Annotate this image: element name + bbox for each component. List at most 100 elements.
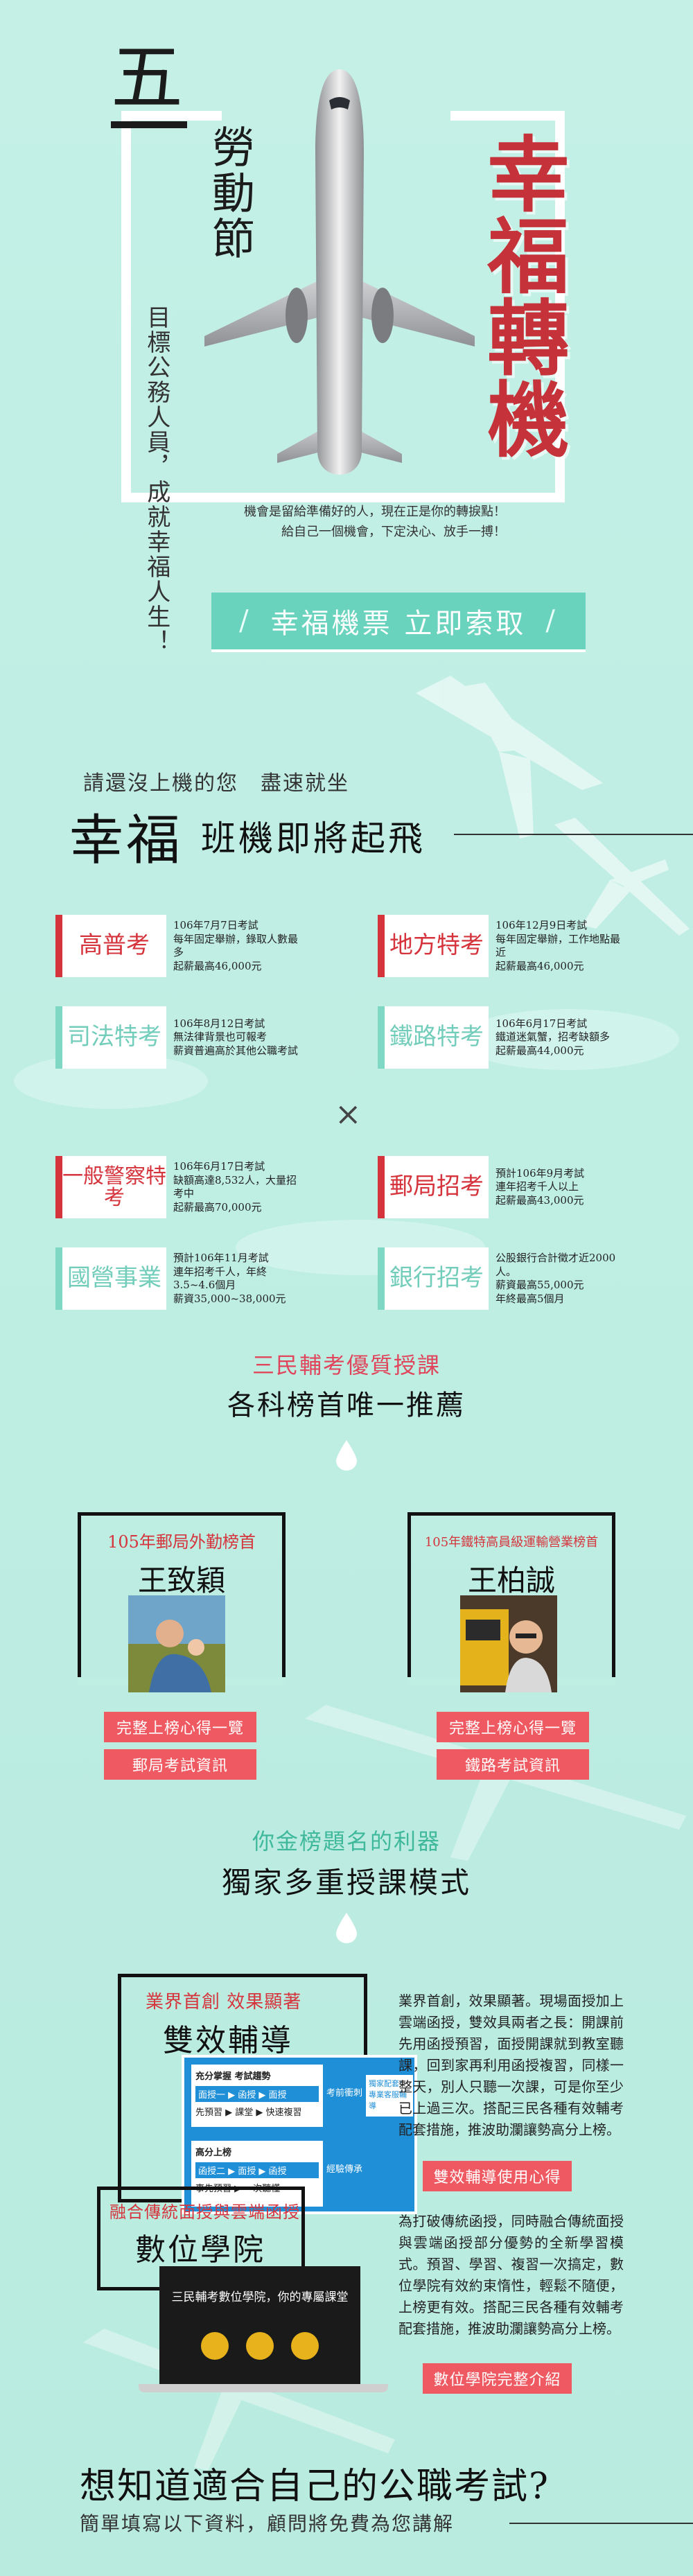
flight-subtitle: 請還沒上機的您 盡速就坐 [83, 771, 349, 796]
diagram-box-1-right: 考前衝刺 [326, 2088, 363, 2099]
teacher-1-review-button[interactable]: 完整上榜心得一覽 [104, 1712, 256, 1742]
diagram-box-1-title: 充分掌握 考試趨勢 [195, 2071, 271, 2082]
screen-dot-icon [291, 2332, 319, 2360]
exam-card-railway[interactable]: 鐵路特考 106年6月17日考試 鐵道迷氣蟹，招考缺額多 起薪最高44,000元 [378, 1006, 627, 1069]
hero-target-text: 目標公務人員，成就幸福人生！ [142, 305, 170, 654]
teacher-name: 王柏誠 [467, 1563, 555, 1597]
background-airplane-icon [416, 676, 690, 936]
exam-desc-line: 起薪最高44,000元 [495, 1044, 584, 1057]
exam-card-police[interactable]: 一般警察特考 106年6月17日考試 缺額高達8,532人，大量招考中 起薪最高… [55, 1156, 305, 1218]
diagram-bubble: 獨家配套：專業客服輔導 [366, 2075, 413, 2117]
diagram-box-2-title: 高分上榜 [195, 2148, 232, 2158]
ticket-cta-button[interactable]: / 幸福機票 立即索取 / [211, 593, 586, 652]
screen-dot-icon [201, 2332, 229, 2360]
cta-label: 幸福機票 立即索取 [270, 608, 527, 640]
water-drop-icon [336, 1913, 357, 1943]
hero-airplane-icon [204, 69, 475, 475]
exam-card-judicial[interactable]: 司法特考 106年8月12日考試 無法律背景也可報考 薪資普遍高於其他公職考試 [55, 1006, 305, 1069]
digital-mode-name: 數位學院 [135, 2232, 265, 2268]
teacher-2-exam-info-button[interactable]: 鐵路考試資訊 [437, 1749, 589, 1780]
diagram-box-1: 充分掌握 考試趨勢 面授一 ▶ 函授 ▶ 面授 先預習 ▶ 課堂 ▶ 快速複習 [191, 2065, 323, 2127]
teacher-2-review-button[interactable]: 完整上榜心得一覽 [437, 1712, 589, 1742]
screen-dot-icon [246, 2332, 274, 2360]
exam-desc: 106年12月9日考試 每年固定舉辦，工作地點最近 起薪最高46,000元 [489, 919, 627, 973]
exam-desc-line: 薪資35,000~38,000元 [173, 1292, 286, 1305]
exam-desc-line: 每年固定舉辦，工作地點最近 [495, 932, 621, 959]
exam-card-local[interactable]: 地方特考 106年12月9日考試 每年固定舉辦，工作地點最近 起薪最高46,00… [378, 915, 627, 977]
hero-five: 五 [111, 35, 184, 120]
cta-slash-right: / [545, 605, 558, 637]
exam-desc-line: 起薪最高46,000元 [495, 959, 584, 972]
teachers-title: 各科榜首唯一推薦 [227, 1390, 466, 1421]
footer-subtitle: 簡單填寫以下資料，顧問將免費為您講解 [80, 2512, 455, 2535]
exam-desc: 預計106年9月考試 連年招考千人以上 起薪最高43,000元 [489, 1167, 627, 1208]
dual-mode-tag: 業界首創 效果顯著 [146, 1992, 302, 2013]
digital-laptop-screen: 三民輔考數位學院，你的專屬課堂 [159, 2266, 360, 2384]
hero-happy-turning-point: 幸福轉機 [473, 132, 570, 459]
exam-desc-line: 預計106年9月考試 [495, 1166, 585, 1180]
exam-desc: 106年8月12日考試 無法律背景也可報考 薪資普遍高於其他公職考試 [166, 1017, 305, 1058]
dual-mode-name: 雙效輔導 [163, 2023, 293, 2058]
diagram-box-2: 高分上榜 函授二 ▶ 面授 ▶ 函授 事先預習 ▶ 一次聽懂 [191, 2141, 323, 2207]
exam-name: 一般警察特考 [55, 1156, 166, 1218]
exam-desc-line: 起薪最高43,000元 [495, 1193, 584, 1207]
exam-name: 銀行招考 [378, 1247, 489, 1310]
exam-card-senior[interactable]: 高普考 106年7月7日考試 每年固定舉辦，錄取人數最多 起薪最高46,000元 [55, 915, 305, 977]
exam-name: 高普考 [55, 915, 166, 977]
flight-title-happy: 幸福 [69, 809, 184, 872]
diagram-box-2-right: 經驗傳承 [326, 2164, 363, 2175]
digital-mode-tag: 融合傳統面授與雲端函授 [109, 2202, 300, 2222]
exam-desc-line: 薪資普遍高於其他公職考試 [173, 1044, 299, 1057]
teacher-name: 王致穎 [137, 1563, 225, 1597]
dual-mode-review-button[interactable]: 雙效輔導使用心得 [423, 2161, 572, 2191]
exam-desc-line: 年終最高5個月 [495, 1292, 565, 1305]
exam-desc: 106年6月17日考試 鐵道迷氣蟹，招考缺額多 起薪最高44,000元 [489, 1017, 627, 1058]
teacher-1-exam-info-button[interactable]: 郵局考試資訊 [104, 1749, 256, 1780]
dual-mode-desc: 業界首創，效果顯著。現場面授加上雲端函授，雙效具兩者之長：開課前先用函授預習，面… [398, 1992, 624, 2138]
exam-name: 地方特考 [378, 915, 489, 977]
exam-desc: 106年6月17日考試 缺額高達8,532人，大量招考中 起薪最高70,000元 [166, 1160, 305, 1214]
exam-desc-line: 無法律背景也可報考 [173, 1031, 267, 1044]
modes-title: 獨家多重授課模式 [221, 1866, 471, 1900]
diagram-box-1-line: 先預習 ▶ 課堂 ▶ 快速複習 [195, 2108, 302, 2118]
exam-desc-line: 公股銀行合計徵才近2000人。 [495, 1252, 616, 1278]
teachers-subtitle: 三民輔考優質授課 [252, 1352, 441, 1378]
exam-desc-line: 預計106年11月考試 [173, 1252, 269, 1264]
digital-screen-title: 三民輔考數位學院，你的專屬課堂 [171, 2290, 349, 2304]
hero-one-stroke [111, 121, 187, 128]
diagram-box-1-line: 面授一 ▶ 函授 ▶ 面授 [195, 2086, 319, 2102]
teacher-avatar-2 [460, 1595, 557, 1692]
exam-desc-line: 薪資最高55,000元 [495, 1279, 584, 1291]
exam-name: 司法特考 [55, 1006, 166, 1069]
times-icon: × [335, 1095, 362, 1132]
exam-desc: 預計106年11月考試 連年招考千人，年終3.5~4.6個月 薪資35,000~… [166, 1252, 305, 1306]
exam-desc-line: 缺額高達8,532人，大量招考中 [173, 1173, 297, 1200]
hero-chance-text: 機會是留給準備好的人，現在正是你的轉捩點！ 給自己一個機會，下定決心、放手一搏！ [187, 502, 506, 543]
exam-name: 郵局招考 [378, 1156, 489, 1218]
hero-labor-day: 勞動節 [204, 125, 255, 262]
hero-chance-line: 機會是留給準備好的人，現在正是你的轉捩點！ [244, 505, 506, 519]
exam-desc-line: 106年12月9日考試 [495, 919, 588, 931]
laptop-base [139, 2384, 388, 2392]
exam-desc-line: 106年6月17日考試 [173, 1160, 265, 1173]
digital-mode-desc: 為打破傳統函授，同時融合傳統面授與雲端函授部分優勢的全新學習模式。預習、學習、複… [398, 2213, 624, 2337]
exam-desc-line: 連年招考千人，年終3.5~4.6個月 [173, 1265, 267, 1292]
modes-subtitle: 你金榜題名的利器 [252, 1828, 441, 1855]
exam-desc-line: 每年固定舉辦，錄取人數最多 [173, 932, 299, 959]
teacher-role: 105年郵局外勤榜首 [107, 1532, 256, 1552]
exam-desc-line: 起薪最高70,000元 [173, 1200, 262, 1213]
exam-desc-line: 106年6月17日考試 [495, 1017, 588, 1030]
footer-divider-line [509, 2523, 693, 2524]
exam-card-post[interactable]: 郵局招考 預計106年9月考試 連年招考千人以上 起薪最高43,000元 [378, 1156, 627, 1218]
exam-desc-line: 連年招考千人以上 [495, 1180, 579, 1193]
footer-title: 想知道適合自己的公職考試? [80, 2466, 550, 2507]
exam-card-bank[interactable]: 銀行招考 公股銀行合計徵才近2000人。 薪資最高55,000元 年終最高5個月 [378, 1247, 627, 1310]
exam-desc: 106年7月7日考試 每年固定舉辦，錄取人數最多 起薪最高46,000元 [166, 919, 305, 973]
exam-desc-line: 106年7月7日考試 [173, 919, 258, 931]
hero-chance-line: 給自己一個機會，下定決心、放手一搏！ [281, 524, 506, 539]
digital-mode-intro-button[interactable]: 數位學院完整介紹 [423, 2363, 572, 2394]
water-drop-icon [336, 1440, 357, 1471]
exam-card-state-enterprise[interactable]: 國營事業 預計106年11月考試 連年招考千人，年終3.5~4.6個月 薪資35… [55, 1247, 305, 1310]
teacher-role: 105年鐵特高員級運輸營業榜首 [424, 1535, 599, 1550]
